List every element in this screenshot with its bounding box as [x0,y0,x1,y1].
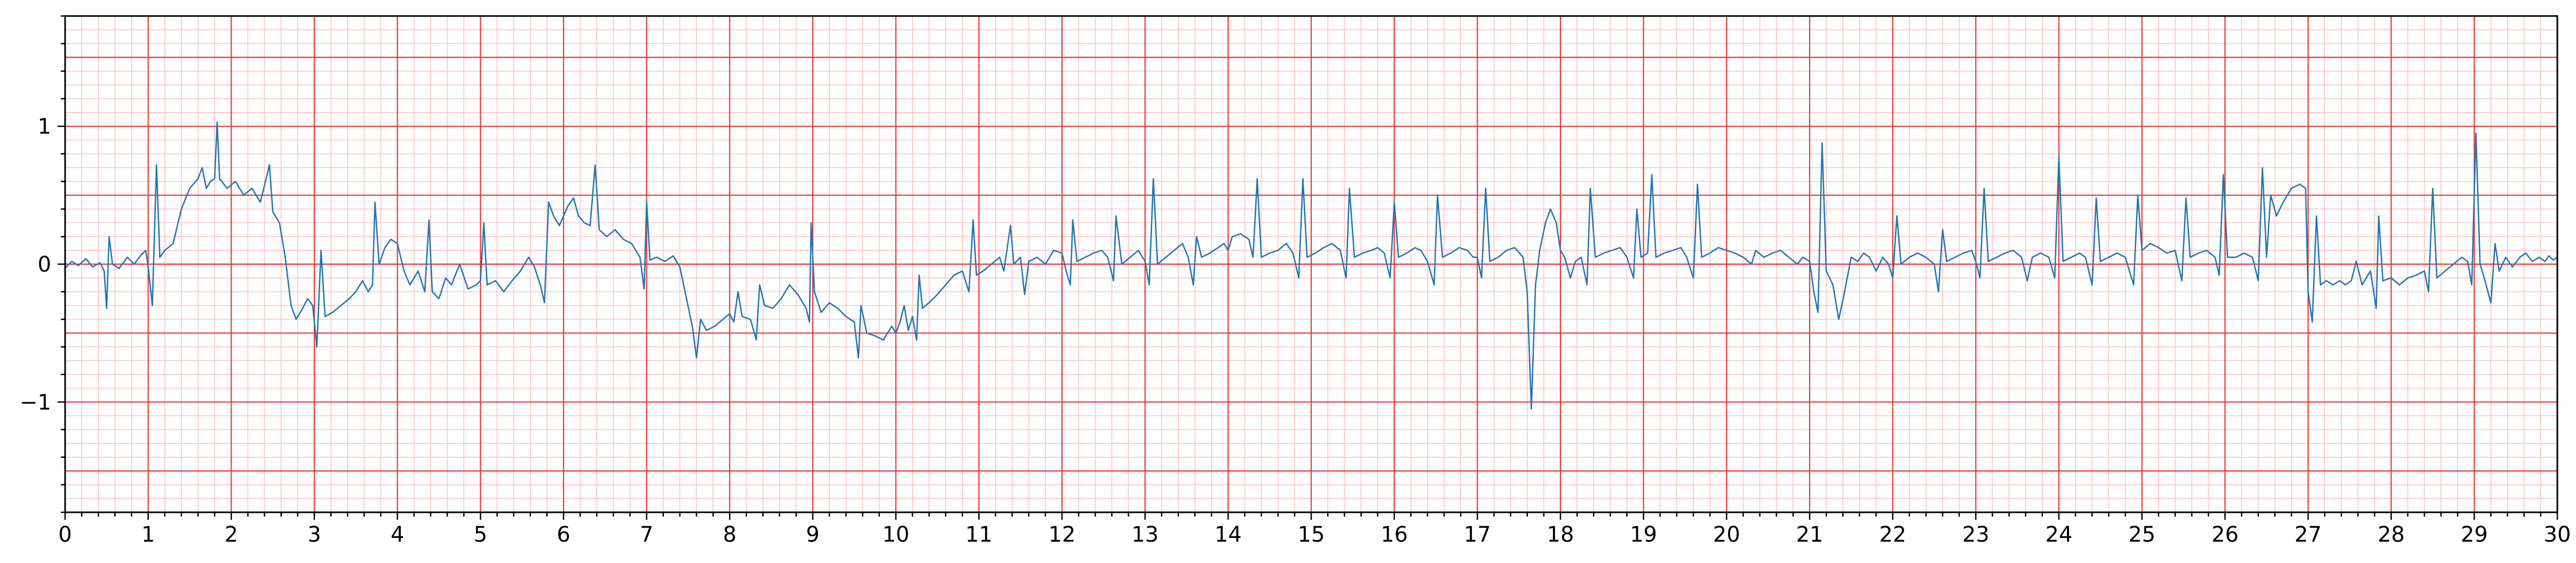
x-tick-label: 26 [2212,522,2239,547]
x-tick-label: 16 [1381,522,1408,547]
x-tick-label: 10 [882,522,909,547]
x-tick-label: 25 [2128,522,2155,547]
x-tick-label: 12 [1049,522,1076,547]
x-tick-label: 30 [2544,522,2571,547]
x-tick-label: 28 [2377,522,2405,547]
x-tick-label: 29 [2461,522,2488,547]
x-tick-label: 23 [1962,522,1990,547]
x-tick-label: 8 [723,522,736,547]
x-tick-label: 4 [391,522,404,547]
x-tick-label: 21 [1796,522,1824,547]
major-grid-lines [64,16,2558,512]
x-tick-label: 13 [1131,522,1159,547]
y-tick-label: 1 [38,115,51,139]
x-tick-label: 7 [640,522,653,547]
x-tick-label: 2 [225,522,238,547]
x-tick-labels: 0 1 2 3 4 5 6 7 8 9 10 11 12 13 14 15 16 17 18 19 20 21 22 23 24… [58,522,2571,547]
x-tick-label: 14 [1215,522,1242,547]
y-tick-labels: 1 0 −1 [20,115,51,415]
x-tick-label: 9 [806,522,819,547]
x-tick-label: 19 [1630,522,1657,547]
y-tick-label: 0 [38,252,51,277]
x-tick-label: 5 [474,522,487,547]
x-tick-label: 0 [58,522,72,547]
x-tick-label: 11 [965,522,993,547]
axis-ticks [58,15,2558,520]
ecg-trace-line [65,121,2558,410]
y-tick-label: −1 [20,390,51,415]
x-tick-label: 15 [1298,522,1325,547]
x-tick-label: 27 [2295,522,2322,547]
x-tick-label: 6 [557,522,570,547]
x-tick-label: 22 [1879,522,1906,547]
x-tick-label: 20 [1713,522,1740,547]
x-tick-label: 18 [1547,522,1574,547]
x-tick-label: 17 [1464,522,1491,547]
x-tick-label: 24 [2046,522,2073,547]
x-tick-label: 1 [141,522,155,547]
x-tick-label: 3 [307,522,321,547]
